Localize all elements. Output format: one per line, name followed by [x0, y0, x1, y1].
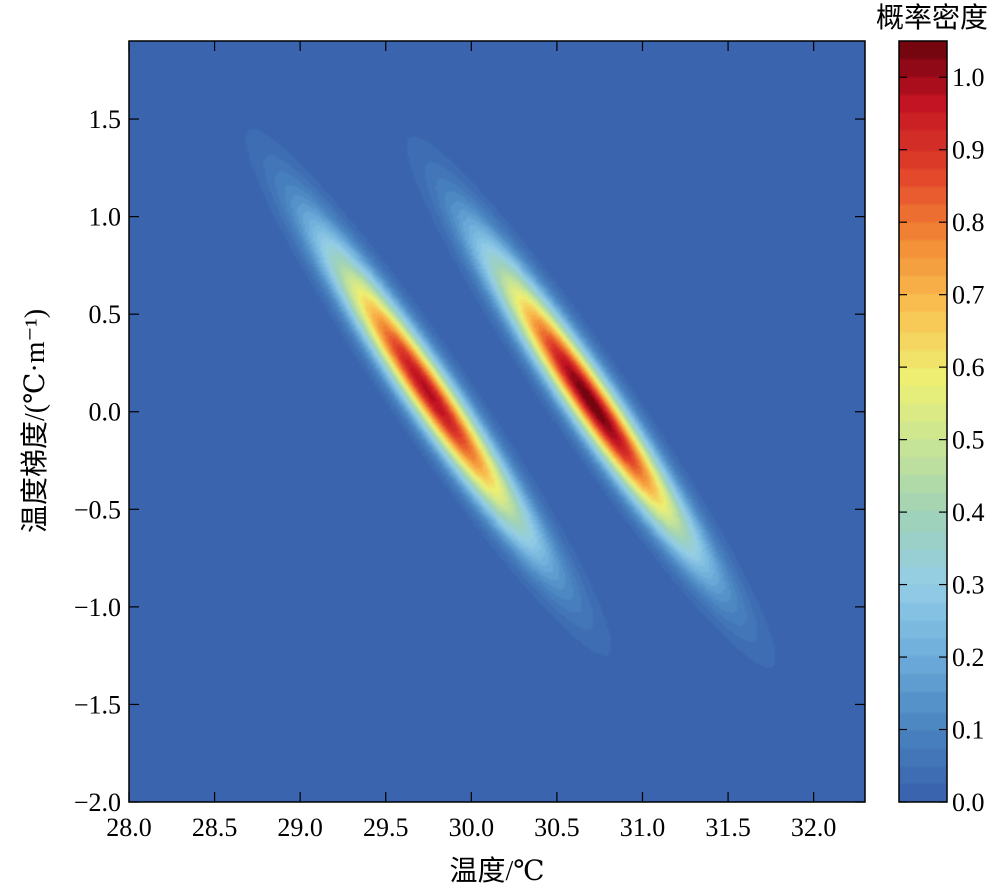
x-axis-ticks: 28.0 28.5 29.0 29.5 30.0 30.5 31.0 31.5 32.0: [106, 41, 836, 842]
y-tick-label: 0.0: [89, 398, 122, 427]
heatmap-image: [129, 41, 865, 802]
y-tick-label: −0.5: [74, 495, 121, 524]
plot-frame: [128, 40, 866, 803]
colorbar-tick-label: 0.9: [952, 136, 985, 165]
colorbar-tick-label: 0.7: [952, 281, 985, 310]
colorbar-frame: [898, 40, 948, 803]
x-tick-label: 31.0: [620, 813, 666, 842]
colorbar-gradient: [899, 41, 947, 802]
colorbar-tick-label: 0.3: [952, 571, 985, 600]
y-tick-label: 0.5: [89, 300, 122, 329]
x-tick-label: 29.0: [277, 813, 323, 842]
y-tick-label: −1.0: [74, 593, 121, 622]
colorbar-tick-label: 0.1: [952, 716, 985, 745]
colorbar-tick-label: 1.0: [952, 63, 985, 92]
heatmap-area: [129, 41, 865, 802]
colorbar-tick-label: 0.5: [952, 426, 985, 455]
y-tick-label: 1.0: [89, 203, 122, 232]
y-tick-label: −1.5: [74, 690, 121, 719]
y-tick-label: 1.5: [89, 105, 122, 134]
y-axis-ticks: −2.0 −1.5 −1.0 −0.5 0.0 0.5 1.0 1.5: [74, 105, 865, 817]
x-tick-label: 29.5: [363, 813, 409, 842]
x-tick-label: 30.5: [534, 813, 580, 842]
x-tick-label: 28.0: [106, 813, 152, 842]
x-tick-label: 32.0: [791, 813, 837, 842]
colorbar-tick-label: 0.8: [952, 208, 985, 237]
y-axis-label: 温度梯度/(℃·m⁻¹): [19, 309, 51, 533]
colorbar-tick-label: 0.0: [952, 788, 985, 817]
colorbar-ticks: 0.0 0.1 0.2 0.3 0.4 0.5 0.6 0.7 0.8 0.9 1.0: [899, 63, 985, 817]
x-tick-label: 30.0: [449, 813, 495, 842]
x-tick-label: 28.5: [192, 813, 238, 842]
colorbar-label: 概率密度: [876, 2, 988, 34]
x-tick-label: 31.5: [705, 813, 751, 842]
colorbar-tick-label: 0.4: [952, 498, 985, 527]
y-tick-label: −2.0: [74, 788, 121, 817]
x-axis-label: 温度/℃: [449, 855, 544, 887]
colorbar: 0.0 0.1 0.2 0.3 0.4 0.5 0.6 0.7 0.8 0.9 1.0 概率密度: [876, 2, 988, 817]
colorbar-tick-label: 0.2: [952, 643, 985, 672]
colorbar-tick-label: 0.6: [952, 353, 985, 382]
